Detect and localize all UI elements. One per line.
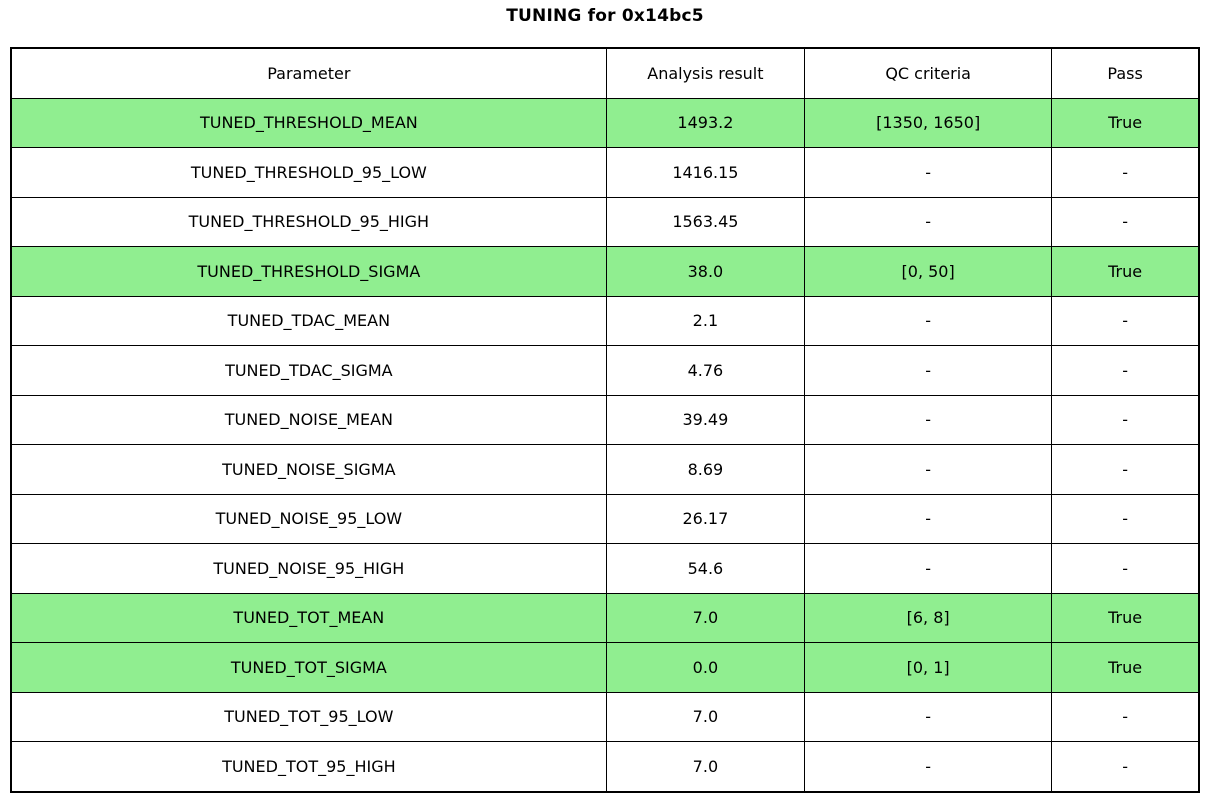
cell-parameter: TUNED_NOISE_95_LOW xyxy=(10,493,607,544)
cell-qc-criteria: - xyxy=(804,444,1053,495)
cell-parameter: TUNED_THRESHOLD_SIGMA xyxy=(10,246,607,297)
table-row: TUNED_THRESHOLD_95_LOW 1416.15- - xyxy=(10,147,1200,198)
cell-parameter: TUNED_TDAC_SIGMA xyxy=(10,345,607,396)
cell-qc-criteria: [0, 1] xyxy=(804,642,1053,693)
cell-parameter: TUNED_NOISE_MEAN xyxy=(10,394,607,445)
figure-title: TUNING for 0x14bc5 xyxy=(506,6,704,26)
cell-parameter: TUNED_TOT_MEAN xyxy=(10,592,607,643)
cell-qc-criteria: - xyxy=(804,295,1053,346)
cell-analysis-result: 54.6 xyxy=(605,543,806,594)
cell-parameter: TUNED_NOISE_95_HIGH xyxy=(10,543,607,594)
table-row: TUNED_THRESHOLD_95_HIGH 1563.45- - xyxy=(10,196,1200,247)
cell-parameter: TUNED_THRESHOLD_95_LOW xyxy=(10,147,607,198)
table-row: TUNED_TOT_95_LOW 7.0- - xyxy=(10,691,1200,742)
column-header-parameter: Parameter xyxy=(10,47,607,99)
qc-results-table: Parameter Analysis result QC criteria Pa… xyxy=(10,47,1200,793)
cell-parameter: TUNED_TOT_95_LOW xyxy=(10,691,607,742)
cell-qc-criteria: - xyxy=(804,394,1053,445)
cell-analysis-result: 1493.2 xyxy=(605,97,806,148)
column-header-pass: Pass xyxy=(1051,47,1200,99)
cell-qc-criteria: [1350, 1650] xyxy=(804,97,1053,148)
cell-pass: - xyxy=(1051,543,1200,594)
cell-analysis-result: 0.0 xyxy=(605,642,806,693)
cell-analysis-result: 8.69 xyxy=(605,444,806,495)
cell-analysis-result: 1416.15 xyxy=(605,147,806,198)
cell-pass: - xyxy=(1051,295,1200,346)
cell-qc-criteria: - xyxy=(804,741,1053,792)
cell-qc-criteria: - xyxy=(804,196,1053,247)
table-row: TUNED_TOT_MEAN 7.0 [6, 8] True xyxy=(10,592,1200,643)
cell-pass: - xyxy=(1051,147,1200,198)
column-header-analysis-result: Analysis result xyxy=(605,47,806,99)
cell-pass: - xyxy=(1051,444,1200,495)
column-header-qc-criteria: QC criteria xyxy=(804,47,1053,99)
cell-parameter: TUNED_NOISE_SIGMA xyxy=(10,444,607,495)
cell-pass: - xyxy=(1051,196,1200,247)
cell-analysis-result: 26.17 xyxy=(605,493,806,544)
cell-pass: - xyxy=(1051,394,1200,445)
table-row: TUNED_NOISE_SIGMA 8.69- - xyxy=(10,444,1200,495)
cell-parameter: TUNED_TOT_SIGMA xyxy=(10,642,607,693)
cell-pass: True xyxy=(1051,642,1200,693)
cell-analysis-result: 7.0 xyxy=(605,592,806,643)
cell-analysis-result: 39.49 xyxy=(605,394,806,445)
cell-pass: - xyxy=(1051,691,1200,742)
cell-qc-criteria: [0, 50] xyxy=(804,246,1053,297)
cell-analysis-result: 2.1 xyxy=(605,295,806,346)
cell-qc-criteria: - xyxy=(804,691,1053,742)
cell-parameter: TUNED_THRESHOLD_MEAN xyxy=(10,97,607,148)
table-row: TUNED_TOT_SIGMA 0.0 [0, 1] True xyxy=(10,642,1200,693)
cell-pass: - xyxy=(1051,345,1200,396)
table-row: TUNED_TDAC_MEAN 2.1- - xyxy=(10,295,1200,346)
table-row: TUNED_THRESHOLD_MEAN 1493.2 [1350, 1650] Tr… xyxy=(10,97,1200,148)
table-header-row: Parameter Analysis result QC criteria Pa… xyxy=(10,47,1200,99)
cell-parameter: TUNED_TDAC_MEAN xyxy=(10,295,607,346)
cell-analysis-result: 7.0 xyxy=(605,691,806,742)
cell-qc-criteria: - xyxy=(804,147,1053,198)
cell-pass: - xyxy=(1051,741,1200,792)
table-row: TUNED_NOISE_95_LOW 26.17- - xyxy=(10,493,1200,544)
cell-qc-criteria: - xyxy=(804,543,1053,594)
table-row: TUNED_TDAC_SIGMA 4.76- - xyxy=(10,345,1200,396)
cell-pass: True xyxy=(1051,246,1200,297)
cell-analysis-result: 4.76 xyxy=(605,345,806,396)
cell-parameter: TUNED_THRESHOLD_95_HIGH xyxy=(10,196,607,247)
cell-qc-criteria: - xyxy=(804,493,1053,544)
cell-analysis-result: 1563.45 xyxy=(605,196,806,247)
cell-parameter: TUNED_TOT_95_HIGH xyxy=(10,741,607,792)
cell-pass: True xyxy=(1051,592,1200,643)
cell-qc-criteria: - xyxy=(804,345,1053,396)
cell-analysis-result: 7.0 xyxy=(605,741,806,792)
table-row: TUNED_THRESHOLD_SIGMA 38.0 [0, 50] True xyxy=(10,246,1200,297)
table-row: TUNED_NOISE_95_HIGH 54.6- - xyxy=(10,543,1200,594)
cell-pass: True xyxy=(1051,97,1200,148)
cell-qc-criteria: [6, 8] xyxy=(804,592,1053,643)
cell-pass: - xyxy=(1051,493,1200,544)
table-row: TUNED_NOISE_MEAN 39.49- - xyxy=(10,394,1200,445)
cell-analysis-result: 38.0 xyxy=(605,246,806,297)
table-row: TUNED_TOT_95_HIGH 7.0- - xyxy=(10,741,1200,792)
